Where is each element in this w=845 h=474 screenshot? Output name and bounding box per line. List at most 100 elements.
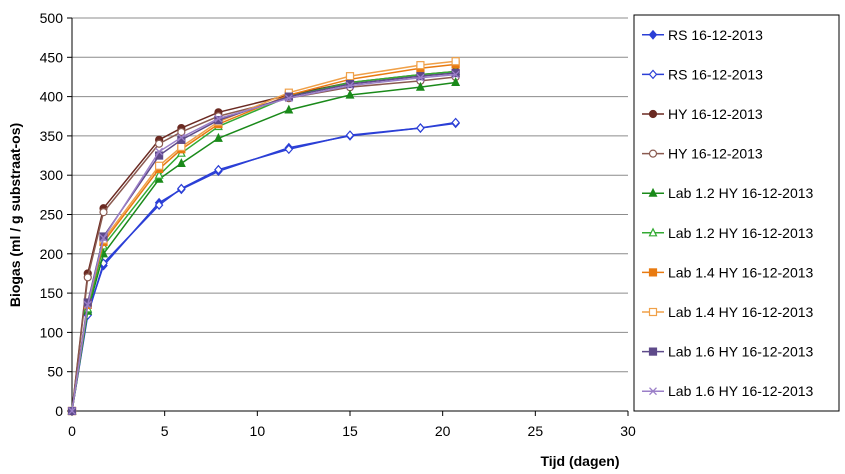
data-point bbox=[154, 169, 164, 179]
series-line bbox=[71, 70, 456, 412]
data-point bbox=[345, 72, 355, 81]
y-tick-labels: 0 50 100 150 200 250 300 350 400 450 500 bbox=[40, 10, 64, 419]
legend-marker bbox=[648, 347, 658, 356]
legend-item: Lab 1.4 HY 16-12-2013 bbox=[642, 304, 814, 320]
y-tick-label: 150 bbox=[40, 285, 64, 301]
marker-x-stroke bbox=[99, 234, 108, 243]
legend-item: Lab 1.6 HY 16-12-2013 bbox=[642, 383, 814, 399]
legend-label: HY 16-12-2013 bbox=[668, 146, 763, 162]
legend-label: Lab 1.6 HY 16-12-2013 bbox=[668, 344, 814, 360]
series-line bbox=[71, 70, 456, 412]
x-tick-label: 0 bbox=[68, 423, 76, 439]
data-point bbox=[345, 89, 355, 99]
data-point bbox=[83, 273, 92, 282]
legend-label: Lab 1.4 HY 16-12-2013 bbox=[668, 264, 814, 280]
legend-marker bbox=[648, 307, 658, 317]
legend-item: RS 16-12-2013 bbox=[642, 27, 763, 43]
marker-x-stroke bbox=[214, 114, 223, 123]
series-line bbox=[71, 122, 456, 412]
marker-x-stroke bbox=[155, 147, 164, 156]
legend-marker bbox=[648, 227, 658, 237]
data-point bbox=[284, 92, 293, 101]
data-point bbox=[284, 144, 294, 155]
legend-label: Lab 1.2 HY 16-12-2013 bbox=[668, 225, 814, 241]
x-tick-label: 5 bbox=[161, 423, 169, 439]
series-1 bbox=[67, 118, 460, 416]
data-point bbox=[177, 183, 186, 194]
data-point bbox=[345, 130, 355, 141]
data-point bbox=[83, 300, 92, 309]
legend-item: Lab 1.2 HY 16-12-2013 bbox=[642, 185, 814, 201]
x-tick-label: 25 bbox=[528, 423, 544, 439]
data-point bbox=[345, 79, 355, 89]
data-point bbox=[99, 234, 108, 243]
data-point bbox=[451, 70, 460, 79]
series-line bbox=[71, 76, 456, 412]
x-axis-label: Tijd (dagen) bbox=[540, 453, 619, 469]
x-tick-label: 10 bbox=[250, 423, 266, 439]
data-point bbox=[451, 77, 461, 87]
y-tick-label: 300 bbox=[40, 167, 64, 183]
gridlines bbox=[72, 17, 628, 373]
data-point bbox=[214, 114, 223, 123]
legend-marker bbox=[648, 29, 658, 40]
series-10 bbox=[68, 70, 460, 415]
marker-x-stroke bbox=[284, 94, 293, 103]
y-tick-label: 350 bbox=[40, 128, 64, 144]
x-tick-label: 15 bbox=[342, 423, 358, 439]
series-5 bbox=[67, 77, 461, 415]
series-group bbox=[67, 57, 461, 416]
legend-marker bbox=[648, 109, 658, 119]
data-point bbox=[416, 73, 425, 82]
series-8 bbox=[67, 57, 460, 416]
data-point bbox=[415, 81, 425, 91]
legend-item: HY 16-12-2013 bbox=[642, 106, 763, 122]
legend-marker bbox=[648, 268, 658, 277]
axes bbox=[67, 17, 629, 416]
marker-x-stroke bbox=[649, 387, 657, 396]
data-point bbox=[177, 133, 186, 142]
data-point bbox=[451, 68, 460, 78]
x-tick-label: 20 bbox=[435, 423, 451, 439]
legend-label: RS 16-12-2013 bbox=[668, 27, 763, 43]
data-point bbox=[451, 117, 460, 128]
legend-item: Lab 1.6 HY 16-12-2013 bbox=[642, 344, 814, 360]
data-point bbox=[68, 407, 76, 415]
data-point bbox=[214, 164, 223, 175]
series-4 bbox=[67, 72, 460, 416]
series-line bbox=[71, 121, 456, 412]
legend-item: RS 16-12-2013 bbox=[642, 66, 763, 82]
y-tick-label: 500 bbox=[40, 10, 64, 26]
legend-item: HY 16-12-2013 bbox=[642, 146, 763, 162]
data-point bbox=[451, 57, 460, 66]
marker-x-stroke bbox=[346, 81, 354, 90]
series-line bbox=[71, 81, 456, 412]
marker-x-stroke bbox=[68, 407, 76, 415]
y-tick-label: 400 bbox=[40, 89, 64, 105]
legend-box bbox=[633, 14, 840, 412]
data-point bbox=[346, 81, 354, 90]
legend-label: Lab 1.4 HY 16-12-2013 bbox=[668, 304, 814, 320]
data-point bbox=[99, 208, 108, 217]
data-point bbox=[154, 200, 164, 210]
legend-marker bbox=[648, 69, 658, 80]
data-point bbox=[155, 161, 164, 170]
legend-marker bbox=[648, 149, 658, 158]
data-point bbox=[177, 127, 186, 137]
y-tick-label: 0 bbox=[55, 403, 63, 419]
legend-label: Lab 1.2 HY 16-12-2013 bbox=[668, 185, 814, 201]
legend-marker bbox=[648, 187, 658, 197]
data-point bbox=[416, 123, 425, 133]
series-line bbox=[71, 72, 456, 412]
legend-label: HY 16-12-2013 bbox=[668, 106, 763, 122]
marker-x-stroke bbox=[416, 73, 425, 82]
marker-x-stroke bbox=[83, 300, 92, 309]
y-tick-label: 200 bbox=[40, 246, 64, 262]
legend-label: RS 16-12-2013 bbox=[668, 66, 763, 82]
data-point bbox=[177, 142, 186, 152]
y-tick-label: 450 bbox=[40, 49, 64, 65]
data-point bbox=[284, 94, 293, 103]
y-axis-label: Biogas (ml / g substraat-os) bbox=[7, 123, 23, 307]
y-tick-label: 100 bbox=[40, 324, 64, 340]
